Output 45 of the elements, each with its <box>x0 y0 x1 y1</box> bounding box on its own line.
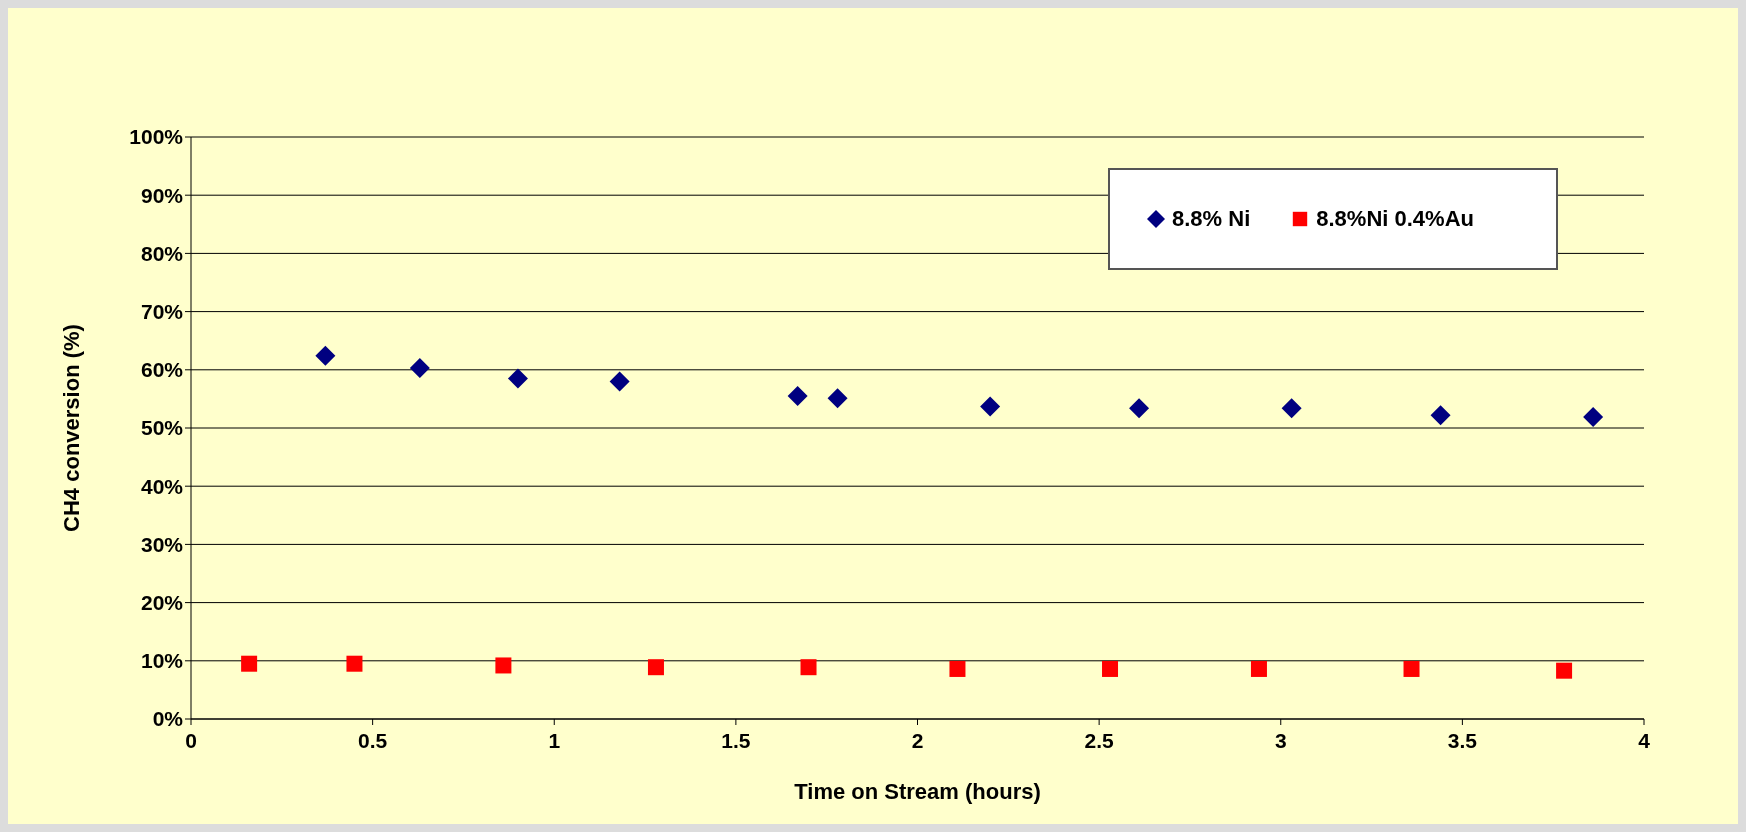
y-axis-title: CH4 conversion (%) <box>58 324 84 532</box>
point <box>409 358 430 379</box>
point <box>346 655 363 672</box>
point <box>507 368 528 389</box>
x-tick-label: 0.5 <box>358 728 388 752</box>
point <box>495 657 512 674</box>
point <box>1281 398 1302 419</box>
x-tick-label: 1.5 <box>721 728 751 752</box>
x-tick-label: 4 <box>1638 728 1651 752</box>
point <box>647 659 664 676</box>
y-tick-label: 60% <box>140 358 184 382</box>
legend-label: 8.8% Ni <box>1171 206 1251 232</box>
y-tick-label: 40% <box>140 474 184 498</box>
x-tick-label: 2 <box>911 728 924 752</box>
point <box>949 660 966 677</box>
y-tick-label: 70% <box>140 300 184 324</box>
point <box>827 388 848 409</box>
legend-label: 8.8%Ni 0.4%Au <box>1315 206 1474 232</box>
point <box>787 385 808 406</box>
y-tick-label: 20% <box>140 591 184 615</box>
point <box>315 345 336 366</box>
y-tick-label: 100% <box>129 125 184 149</box>
x-tick-label: 3 <box>1274 728 1287 752</box>
y-tick-label: 80% <box>140 241 184 265</box>
point <box>1430 405 1451 426</box>
x-tick-label: 1 <box>548 728 561 752</box>
x-axis-title: Time on Stream (hours) <box>794 779 1041 804</box>
point <box>1129 398 1150 419</box>
x-tick-label: 0 <box>185 728 197 752</box>
y-tick-label: 90% <box>140 183 184 207</box>
point <box>1250 660 1267 677</box>
x-tick-label: 3.5 <box>1447 728 1478 752</box>
x-tick-label: 2.5 <box>1084 728 1115 752</box>
y-tick-label: 50% <box>140 416 184 440</box>
point <box>609 371 630 392</box>
point <box>241 655 258 672</box>
point <box>980 396 1001 417</box>
point <box>1403 660 1420 677</box>
point <box>1583 406 1604 427</box>
point <box>1556 662 1573 679</box>
y-tick-label: 30% <box>140 532 184 556</box>
y-tick-label: 10% <box>140 649 184 673</box>
y-tick-label: 0% <box>152 707 184 731</box>
point <box>800 659 817 676</box>
point <box>1102 660 1119 677</box>
